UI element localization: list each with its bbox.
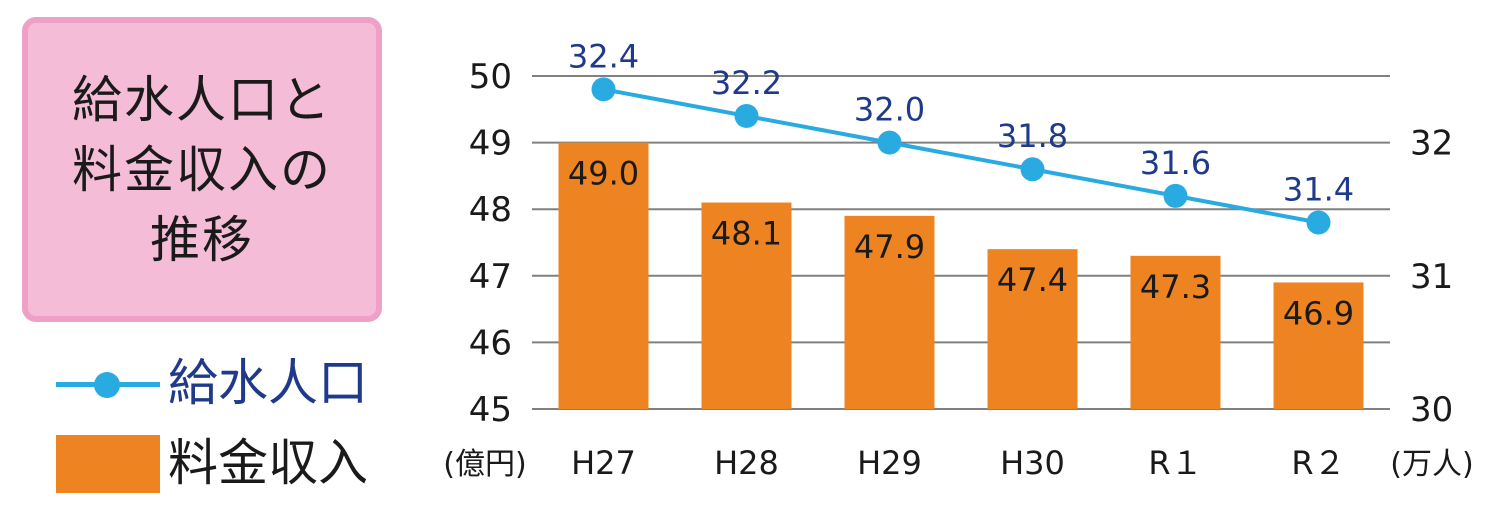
x-tick-label: R２ <box>1291 444 1345 482</box>
y-right-tick-label: 32 <box>1410 124 1453 164</box>
population-point <box>734 103 759 128</box>
x-tick-label: H29 <box>857 444 922 482</box>
legend: 給水人口 料金収入 <box>50 345 410 505</box>
revenue-bar <box>558 142 649 409</box>
legend-marker-swatch <box>94 372 120 398</box>
population-point <box>1306 210 1331 235</box>
revenue-data-label: 48.1 <box>711 215 782 253</box>
x-tick-label: H27 <box>571 444 636 482</box>
y-left-unit-label: (億円) <box>443 447 526 482</box>
population-point <box>877 130 902 155</box>
y-left-tick-label: 49 <box>469 124 512 164</box>
legend-item-population: 給水人口 <box>50 345 410 425</box>
revenue-data-label: 47.9 <box>854 228 925 266</box>
revenue-bar <box>1273 282 1364 409</box>
population-point <box>591 77 616 102</box>
legend-item-revenue: 料金収入 <box>50 425 410 505</box>
revenue-bar <box>1130 255 1221 409</box>
population-data-label: 31.4 <box>1283 171 1354 209</box>
population-data-label: 32.0 <box>854 91 925 129</box>
legend-bar-swatch <box>56 435 160 493</box>
revenue-data-label: 47.3 <box>1140 268 1211 306</box>
population-point <box>1020 157 1045 182</box>
y-left-tick-label: 45 <box>469 390 512 430</box>
population-data-label: 31.8 <box>997 117 1068 155</box>
y-left-tick-label: 47 <box>469 257 512 297</box>
y-left-tick-label: 50 <box>469 57 512 97</box>
y-right-tick-label: 31 <box>1410 257 1453 297</box>
x-tick-label: R１ <box>1148 444 1202 482</box>
chart-title-box: 給水人口と 料金収入の 推移 <box>22 17 382 322</box>
revenue-bar <box>701 202 792 409</box>
population-data-label: 32.2 <box>711 64 782 102</box>
population-data-label: 32.4 <box>568 37 639 75</box>
x-tick-label: H30 <box>1000 444 1065 482</box>
legend-label-revenue: 料金収入 <box>168 434 368 492</box>
y-right-tick-label: 30 <box>1410 390 1453 430</box>
legend-label-population: 給水人口 <box>168 354 368 412</box>
revenue-data-label: 47.4 <box>997 261 1068 299</box>
chart-title: 給水人口と 料金収入の 推移 <box>72 70 332 269</box>
population-line <box>603 87 1319 225</box>
revenue-data-label: 46.9 <box>1283 294 1354 332</box>
population-point <box>1163 183 1188 208</box>
population-data-label: 31.6 <box>1140 144 1211 182</box>
revenue-data-label: 49.0 <box>568 155 639 193</box>
revenue-bar <box>844 215 935 409</box>
y-left-tick-label: 48 <box>469 190 512 230</box>
y-right-unit-label: (万人) <box>1390 447 1473 482</box>
y-left-tick-label: 46 <box>469 323 512 363</box>
revenue-bar <box>987 249 1078 409</box>
x-tick-label: H28 <box>714 444 779 482</box>
